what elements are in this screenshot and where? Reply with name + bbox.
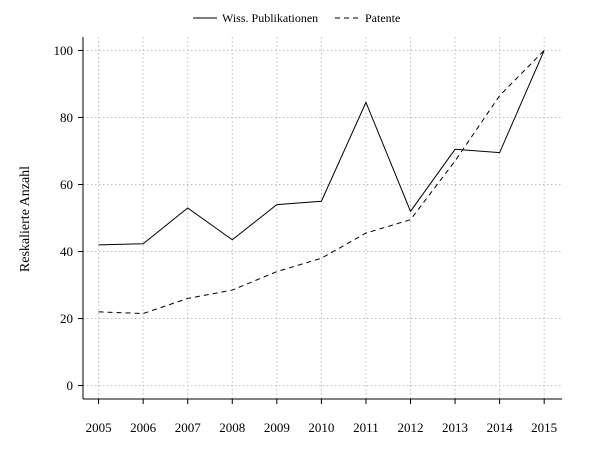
- y-tick-label: 100: [54, 43, 74, 58]
- y-axis-title: Reskalierte Anzahl: [18, 166, 33, 272]
- x-tick-label: 2013: [442, 420, 468, 435]
- x-tick-label: 2008: [219, 420, 245, 435]
- series-lines: [98, 50, 545, 315]
- series-line-wiss-publikationen: [98, 50, 545, 246]
- x-tick-label: 2005: [86, 420, 112, 435]
- x-tick-label: 2015: [531, 420, 557, 435]
- axes: [78, 37, 562, 404]
- x-tick-label: 2009: [264, 420, 290, 435]
- series-line-patente: [98, 50, 545, 315]
- x-tick-label: 2011: [353, 420, 379, 435]
- x-tick-label: 2014: [487, 420, 514, 435]
- legend: Wiss. Publikationen Patente: [193, 11, 400, 25]
- x-tick-label: 2012: [398, 420, 424, 435]
- y-tick-label: 40: [60, 244, 73, 259]
- y-tick-label: 80: [60, 110, 73, 125]
- legend-label-wiss-publikationen: Wiss. Publikationen: [222, 11, 318, 25]
- grid: [83, 37, 562, 399]
- y-tick-label: 60: [60, 177, 73, 192]
- x-tick-label: 2010: [308, 420, 334, 435]
- x-tick-label: 2006: [130, 420, 157, 435]
- y-tick-label: 20: [60, 311, 73, 326]
- legend-label-patente: Patente: [365, 11, 400, 25]
- tick-labels: 0 20 40 60 80 100 2005 2006 2007 2008 2009 2010 2011…: [54, 43, 558, 435]
- y-tick-label: 0: [67, 378, 74, 393]
- x-tick-label: 2007: [175, 420, 202, 435]
